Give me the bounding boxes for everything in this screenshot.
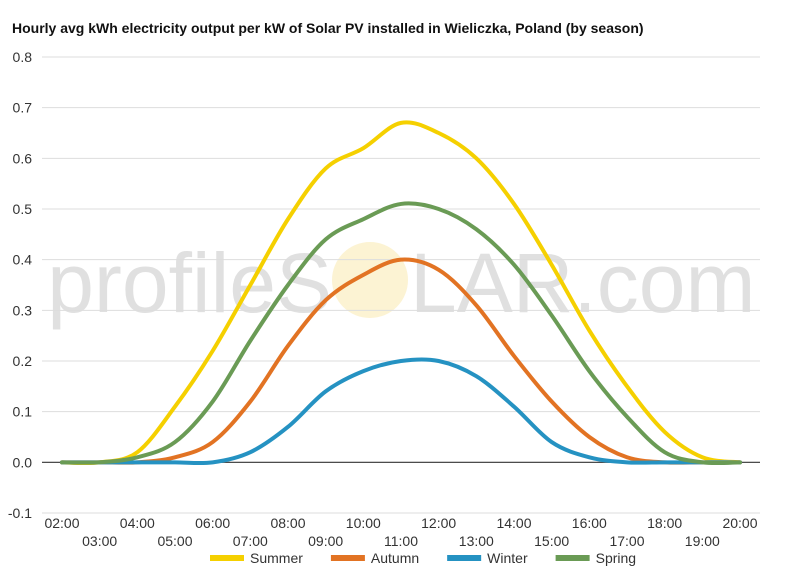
series-line-spring: [60, 201, 742, 466]
x-tick-label: 07:00: [233, 533, 268, 549]
chart-title: Hourly avg kWh electricity output per kW…: [12, 20, 644, 36]
x-tick-label: 10:00: [346, 515, 381, 531]
watermark: profileS LAR.com: [47, 236, 755, 330]
x-tick-label: 18:00: [647, 515, 682, 531]
legend: Summer Autumn Winter Spring: [210, 550, 636, 566]
x-tick-label: 09:00: [308, 533, 343, 549]
x-tick-label: 08:00: [270, 515, 305, 531]
x-tick-label: 13:00: [459, 533, 494, 549]
series-line-winter: [60, 357, 742, 466]
series-line-autumn: [60, 257, 742, 465]
x-tick-label: 19:00: [685, 533, 720, 549]
y-tick-label: 0.4: [13, 252, 33, 268]
y-tick-label: 0.5: [13, 201, 33, 217]
y-axis: -0.1 0.0 0.1 0.2 0.3 0.4 0.5 0.6 0.7 0.8: [8, 49, 32, 521]
y-tick-label: -0.1: [8, 505, 32, 521]
x-tick-label: 17:00: [609, 533, 644, 549]
x-tick-label: 04:00: [120, 515, 155, 531]
y-tick-label: 0.8: [13, 49, 33, 65]
legend-swatch-autumn: [330, 555, 365, 561]
watermark-text-right: LAR.com: [410, 236, 755, 330]
series-line-summer: [60, 120, 742, 466]
legend-swatch-summer: [210, 555, 244, 561]
legend-label-summer: Summer: [250, 550, 303, 566]
x-tick-label: 16:00: [572, 515, 607, 531]
y-tick-label: 0.1: [13, 404, 33, 420]
y-tick-label: 0.0: [13, 454, 33, 470]
legend-label-autumn: Autumn: [371, 550, 419, 566]
y-tick-label: 0.7: [13, 100, 33, 116]
x-tick-label: 05:00: [157, 533, 192, 549]
x-tick-label: 14:00: [496, 515, 531, 531]
x-tick-label: 06:00: [195, 515, 230, 531]
watermark-text-left: profileS: [47, 236, 332, 330]
legend-label-spring: Spring: [596, 550, 636, 566]
legend-label-winter: Winter: [487, 550, 528, 566]
series-lines: [60, 120, 742, 466]
watermark-sun-icon: [332, 242, 408, 318]
x-tick-label: 02:00: [44, 515, 79, 531]
x-tick-label: 11:00: [384, 533, 418, 549]
y-tick-label: 0.6: [13, 150, 33, 166]
x-axis: 02:0003:0004:0005:0006:0007:0008:0009:00…: [44, 515, 757, 549]
x-tick-label: 12:00: [421, 515, 456, 531]
x-tick-label: 20:00: [722, 515, 757, 531]
legend-swatch-spring: [555, 555, 590, 561]
y-tick-label: 0.2: [13, 353, 33, 369]
x-tick-label: 15:00: [534, 533, 569, 549]
x-tick-label: 03:00: [82, 533, 117, 549]
y-tick-label: 0.3: [13, 302, 33, 318]
legend-swatch-winter: [447, 555, 482, 561]
